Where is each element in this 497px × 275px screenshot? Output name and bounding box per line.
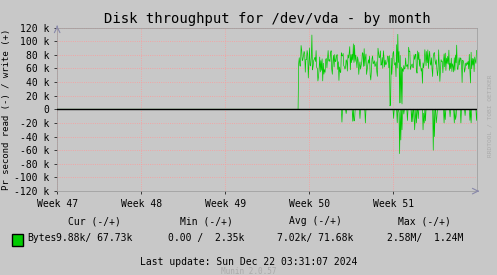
Text: 9.88k/ 67.73k: 9.88k/ 67.73k: [56, 233, 133, 243]
Text: Max (-/+): Max (-/+): [399, 216, 451, 226]
Text: Min (-/+): Min (-/+): [180, 216, 233, 226]
Text: 0.00 /  2.35k: 0.00 / 2.35k: [168, 233, 245, 243]
Text: Munin 2.0.57: Munin 2.0.57: [221, 267, 276, 275]
Text: 7.02k/ 71.68k: 7.02k/ 71.68k: [277, 233, 354, 243]
Title: Disk throughput for /dev/vda - by month: Disk throughput for /dev/vda - by month: [104, 12, 430, 26]
Text: Bytes: Bytes: [27, 233, 57, 243]
Text: Last update: Sun Dec 22 03:31:07 2024: Last update: Sun Dec 22 03:31:07 2024: [140, 257, 357, 266]
Text: Avg (-/+): Avg (-/+): [289, 216, 342, 226]
Text: RRDTOOL / TOBI OETIKER: RRDTOOL / TOBI OETIKER: [487, 74, 492, 157]
Y-axis label: Pr second read (-) / write (+): Pr second read (-) / write (+): [2, 29, 11, 190]
Text: Cur (-/+): Cur (-/+): [68, 216, 121, 226]
Text: 2.58M/  1.24M: 2.58M/ 1.24M: [387, 233, 463, 243]
